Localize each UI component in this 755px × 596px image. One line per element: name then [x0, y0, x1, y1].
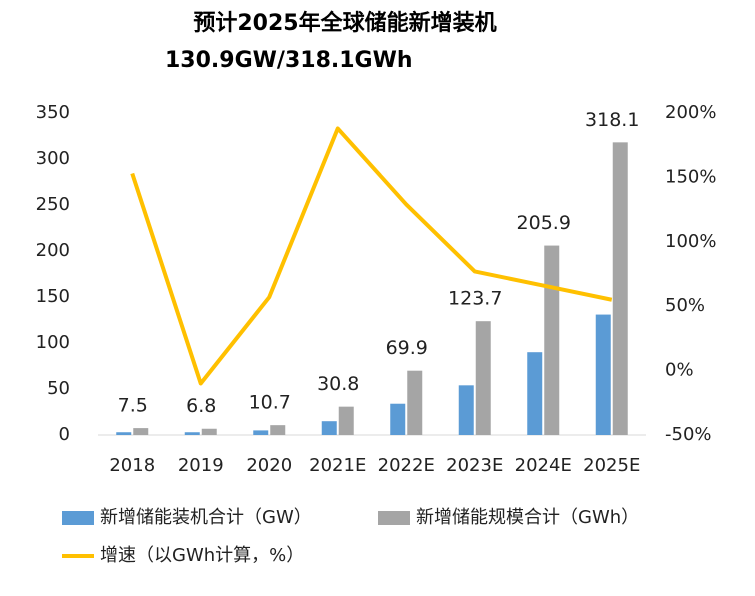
bar	[321, 421, 337, 435]
bar	[544, 245, 560, 435]
bar	[184, 432, 200, 435]
x-tick-label: 2022E	[378, 455, 435, 476]
y2-tick-label: 150%	[665, 166, 716, 187]
bar	[527, 352, 543, 435]
y2-tick-label: 200%	[665, 102, 716, 123]
y2-tick-label: 100%	[665, 231, 716, 252]
legend-swatch	[378, 511, 410, 525]
y-tick-label: 150	[36, 286, 70, 307]
x-tick-label: 2018	[109, 455, 155, 476]
y-tick-label: 50	[47, 378, 70, 399]
y-tick-label: 350	[36, 102, 70, 123]
y-tick-label: 250	[36, 194, 70, 215]
x-tick-label: 2023E	[446, 455, 503, 476]
x-tick-label: 2020	[246, 455, 292, 476]
bar	[201, 428, 217, 435]
legend-label: 新增储能装机合计（GW）	[100, 507, 312, 528]
data-label: 123.7	[448, 288, 502, 310]
bar	[407, 370, 423, 435]
legend-label: 新增储能规模合计（GWh）	[416, 507, 639, 528]
data-label: 6.8	[186, 395, 216, 417]
y-tick-label: 300	[36, 148, 70, 169]
legend-swatch	[62, 511, 94, 525]
chart-title: 预计2025年全球储能新增装机	[193, 10, 496, 36]
bar	[116, 432, 132, 435]
bar	[270, 425, 286, 435]
bar	[390, 403, 406, 435]
y-tick-label: 0	[59, 424, 70, 445]
x-tick-label: 2024E	[515, 455, 572, 476]
bar	[338, 406, 354, 435]
bar	[475, 321, 491, 435]
bar	[253, 430, 269, 435]
bar	[612, 142, 628, 435]
x-tick-label: 2021E	[309, 455, 366, 476]
data-label: 318.1	[585, 109, 639, 131]
y-tick-label: 200	[36, 240, 70, 261]
data-label: 30.8	[317, 373, 359, 395]
legend-label: 增速（以GWh计算，%）	[100, 545, 304, 566]
data-label: 205.9	[517, 212, 571, 234]
y2-tick-label: -50%	[665, 424, 712, 445]
line	[130, 126, 613, 386]
y2-tick-label: 50%	[665, 295, 705, 316]
x-tick-label: 2025E	[583, 455, 640, 476]
bar	[595, 314, 611, 435]
x-tick-label: 2019	[178, 455, 224, 476]
data-label: 69.9	[386, 337, 428, 359]
bar	[458, 385, 474, 435]
data-label: 7.5	[118, 395, 148, 417]
y2-tick-label: 0%	[665, 360, 694, 381]
data-label: 10.7	[249, 392, 291, 414]
bar	[133, 428, 149, 435]
y-tick-label: 100	[36, 332, 70, 353]
chart-subtitle: 130.9GW/318.1GWh	[165, 48, 413, 73]
